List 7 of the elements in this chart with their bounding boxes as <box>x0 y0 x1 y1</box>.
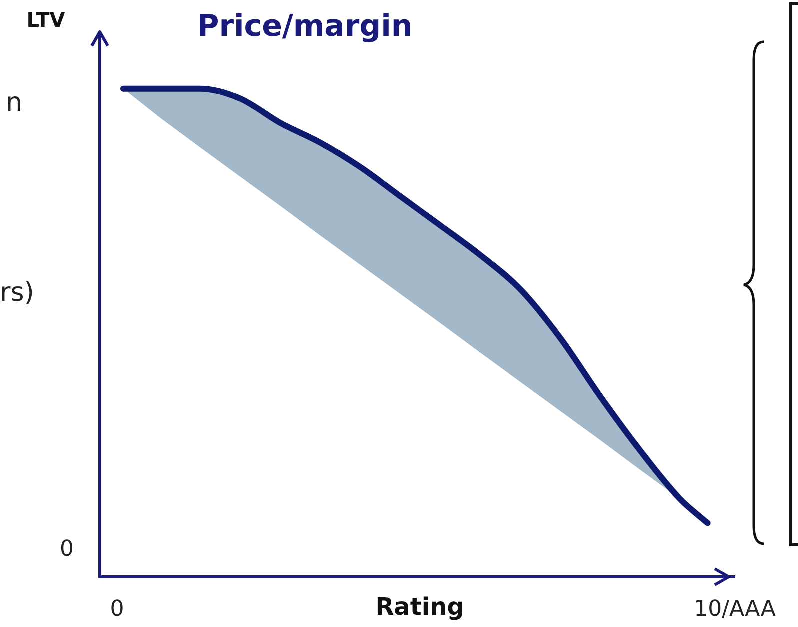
text: n <box>6 88 22 118</box>
chart-title: Price/margin <box>197 8 413 44</box>
y-axis-title: LTV <box>26 8 66 32</box>
x-tick-label: 10/AAA <box>694 596 776 622</box>
text: rs) <box>0 278 34 308</box>
text: 0 <box>60 537 74 562</box>
x-axis-title: Rating <box>376 593 464 622</box>
